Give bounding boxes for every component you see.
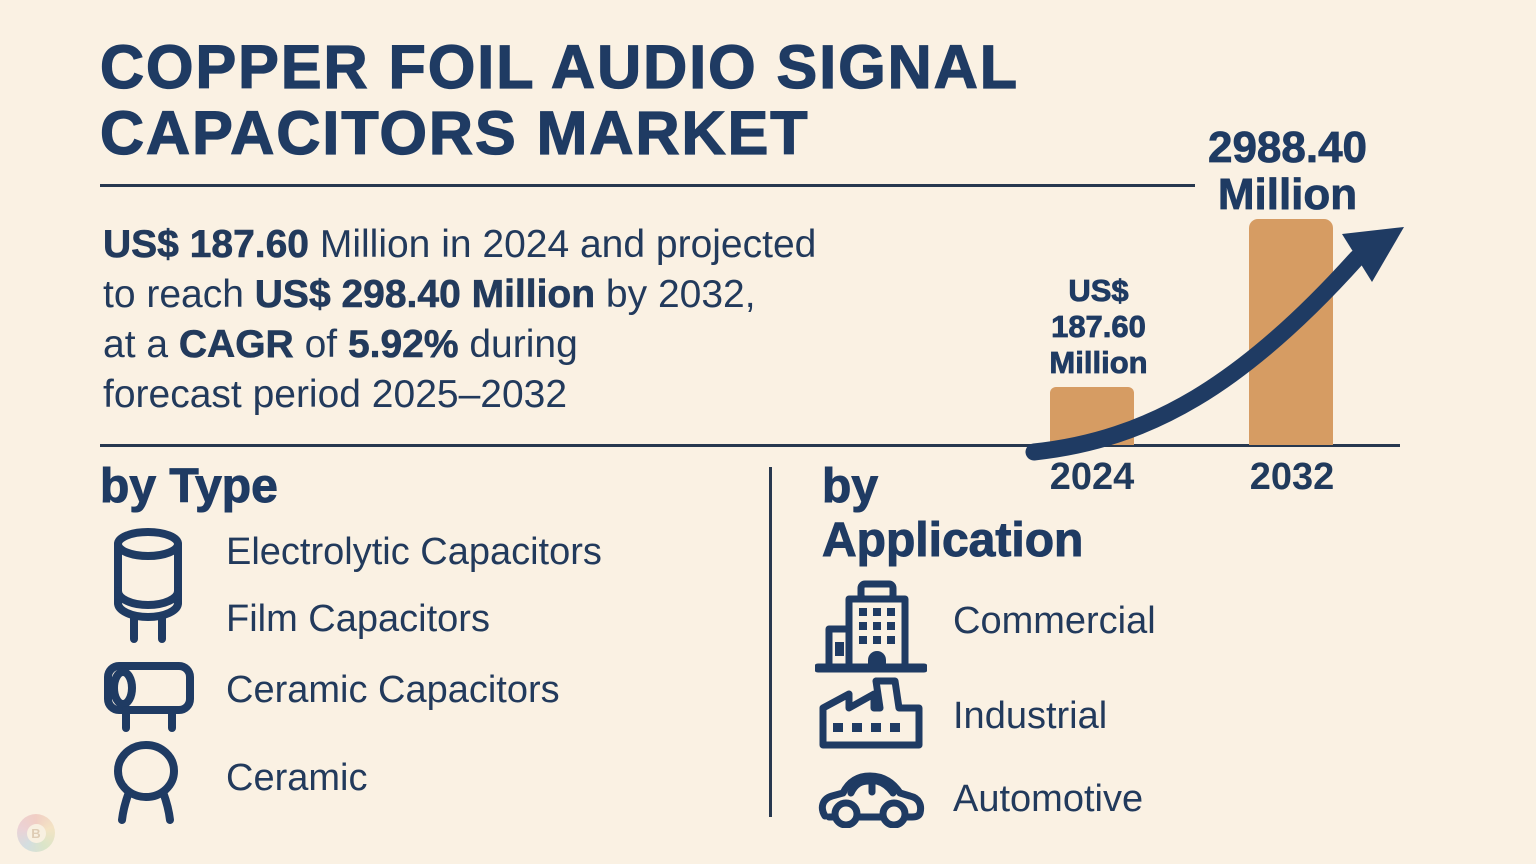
- page-title-line2: CAPACITORS MARKET: [99, 99, 810, 167]
- x-axis-label-2032: 2032: [1249, 456, 1335, 498]
- bar-2024-value-label: US$ 187.60 Million: [1049, 273, 1148, 381]
- type-item-electrolytic: Electrolytic Capacitors: [226, 531, 602, 573]
- x-axis-label-2024: 2024: [1049, 456, 1135, 498]
- automotive-car-icon: [818, 772, 925, 828]
- title-underline: [100, 184, 1195, 187]
- ceramic-capacitor-box-icon: [104, 662, 194, 732]
- application-item-industrial: Industrial: [953, 695, 1108, 737]
- trend-arrow-icon: [1025, 227, 1404, 461]
- application-item-automotive: Automotive: [953, 778, 1144, 820]
- industrial-factory-icon: [819, 677, 923, 749]
- electrolytic-capacitor-icon: [114, 528, 182, 643]
- by-type-heading: by Type: [100, 460, 279, 514]
- watermark-logo: B: [17, 814, 55, 852]
- summary-line2: to reach US$ 298.40 Million by 2032,: [103, 273, 756, 317]
- page-title-line1: COPPER FOIL AUDIO SIGNAL: [99, 33, 1020, 101]
- commercial-building-icon: [815, 580, 927, 673]
- watermark-letter: B: [26, 823, 46, 843]
- application-item-commercial: Commercial: [953, 600, 1156, 642]
- type-item-ceramic: Ceramic: [226, 757, 368, 799]
- bar-2032-value-label: 2988.40 Million: [1207, 123, 1368, 219]
- summary-line4: forecast period 2025–2032: [103, 373, 568, 416]
- by-application-heading: by Application: [821, 460, 1084, 568]
- market-summary: US$ 187.60 Million in 2024 and projected…: [103, 220, 1003, 420]
- summary-line3: at a CAGR of 5.92% during: [103, 323, 578, 367]
- page-title: COPPER FOIL AUDIO SIGNAL CAPACITORS MARK…: [99, 33, 1280, 167]
- type-item-film: Film Capacitors: [226, 598, 490, 640]
- type-item-ceramic-capacitors: Ceramic Capacitors: [226, 669, 560, 711]
- ceramic-disc-icon: [114, 741, 178, 824]
- summary-line1: US$ 187.60 Million in 2024 and projected: [103, 223, 817, 267]
- chart-baseline-rule: [100, 444, 1400, 447]
- section-divider: [769, 467, 772, 817]
